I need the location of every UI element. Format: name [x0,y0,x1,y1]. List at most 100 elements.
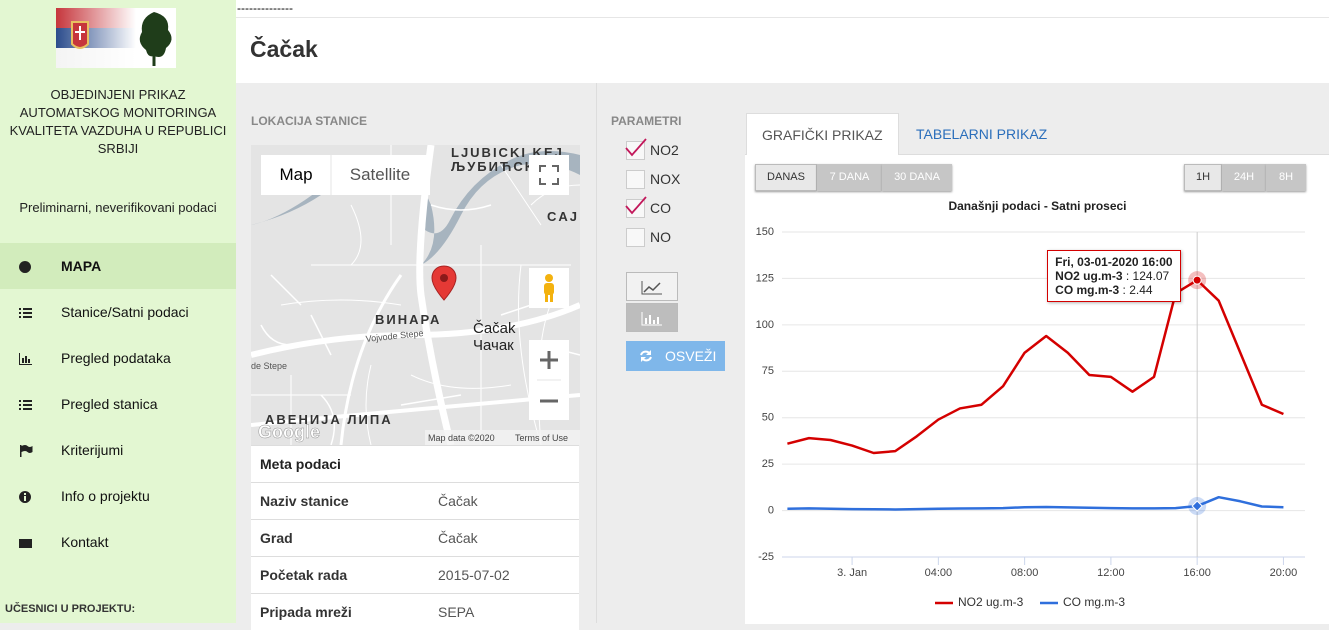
terms-link[interactable]: Terms of Use [515,433,568,443]
tab[interactable]: TABELARNI PRIKAZ [897,113,1067,154]
section-label: PARAMETRI [611,114,681,128]
menu-icon [18,490,33,504]
menu-label: Pregled stanica [61,396,158,412]
parameter-checkbox[interactable]: NO [626,228,726,248]
parameter-label: NO2 [650,142,679,158]
x-tick-label: 16:00 [1183,567,1211,579]
menu-label: Kriterijumi [61,442,123,458]
bar-chart-button[interactable] [626,303,678,332]
checkbox-box [626,170,645,189]
check-shape [626,197,646,213]
menu-item[interactable]: Pregled stanica [0,381,236,427]
menu-icon [18,536,33,550]
section-label: LOKACIJA STANICE [251,114,367,128]
segment-button[interactable]: 7 DANA [817,164,882,191]
logo [56,8,176,68]
refresh-icon [639,349,653,363]
y-tick-label: 75 [762,365,774,377]
menu-label: Stanice/Satni podaci [61,304,189,320]
legend-label: CO mg.m-3 [1063,595,1125,609]
segment-button[interactable]: 30 DANA [882,164,952,191]
google-logo: Google [258,422,320,442]
menu-icon [18,352,33,366]
tooltip-value: 124.07 [1133,269,1170,283]
y-tick-label: 100 [756,319,774,331]
parameter-checkbox[interactable]: CO [626,199,726,219]
map[interactable]: LJUBICKI KEJ ЉУБИЋСК CAJ ВИНАРА АВЕНИЈА … [251,145,580,445]
refresh-button[interactable]: OSVEŽI [626,341,725,371]
sidebar-subtitle: Preliminarni, neverifikovani podaci [0,200,236,215]
map-label: Чачак [473,337,514,354]
menu-item[interactable]: Kriterijumi [0,427,236,473]
top-text: -------------- [237,1,293,15]
segment-button[interactable]: DANAS [755,164,817,191]
y-tick-label: -25 [758,551,774,563]
marker-dot [440,274,448,282]
row-label: Naziv stanice [251,483,429,520]
map-label: CAJ [547,209,579,224]
menu-icon [18,398,33,412]
segment-button[interactable]: 8H [1266,164,1306,191]
menu-item[interactable]: Stanice/Satni podaci [0,289,236,335]
tooltip-series: NO2 ug.m-3 [1055,269,1122,283]
divider [596,83,597,623]
map-label: ЉУБИЋСК [451,159,535,174]
icon-shape [19,400,32,410]
tooltip-series: CO mg.m-3 [1055,283,1119,297]
menu-icon [18,260,33,274]
x-tick-label: 12:00 [1097,567,1125,579]
line-chart-button[interactable] [626,272,678,301]
checkmark [624,194,650,216]
tab[interactable]: GRAFIČKI PRIKAZ [746,113,899,155]
table-title: Meta podaci [251,446,579,483]
menu-label: Kontakt [61,534,108,550]
menu-icon [18,306,33,320]
checkbox-box [626,228,645,247]
header-bar [236,0,1329,83]
icon-shape [19,353,32,365]
check-shape [626,139,646,155]
menu-label: Pregled podataka [61,350,171,366]
hover-marker [1193,276,1201,284]
y-tick-label: 150 [756,226,774,238]
chart-title: Današnji podaci - Satni proseci [948,199,1126,213]
tooltip-value: 2.44 [1129,283,1152,297]
tooltip-separator [1119,283,1129,297]
tooltip-line: CO mg.m-3 2.44 [1055,283,1172,297]
legend-label: NO2 ug.m-3 [958,595,1024,609]
map-type-button[interactable]: Map [279,165,312,184]
parameter-label: NOX [650,171,680,187]
y-tick-label: 125 [756,272,774,284]
segment-button[interactable]: 1H [1184,164,1222,191]
menu-label: MAPA [61,258,101,274]
map-label: Čačak [473,320,516,337]
segment-button[interactable]: 24H [1222,164,1266,191]
map-type-button[interactable]: Satellite [350,165,410,184]
row-value: 2015-07-02 [429,557,579,594]
refresh-label: OSVEŽI [665,348,716,364]
sidebar-title: OBJEDINJENI PRIKAZ AUTOMATSKOG MONITORIN… [8,86,228,158]
fullscreen-button[interactable] [529,155,569,195]
menu-item[interactable]: MAPA [0,243,236,289]
menu-item[interactable]: Info o projektu [0,473,236,519]
x-tick-label: 20:00 [1270,567,1298,579]
x-tick-label: 08:00 [1011,567,1039,579]
parameter-checkbox[interactable]: NOX [626,170,726,190]
bar-icon [627,304,677,331]
row-label: Početak rada [251,557,429,594]
tooltip-separator [1123,269,1133,283]
map-label: ВИНАРА [375,312,441,327]
parameter-label: CO [650,200,671,216]
chart: Današnji podaci - Satni proseci-25025507… [745,195,1329,623]
icon-shape [19,539,32,548]
parameter-checkbox[interactable]: NO2 [626,141,726,161]
y-tick-label: 50 [762,412,774,424]
row-value: Čačak [429,520,579,557]
menu-item[interactable]: Pregled podataka [0,335,236,381]
menu-item[interactable]: Kontakt [0,519,236,565]
